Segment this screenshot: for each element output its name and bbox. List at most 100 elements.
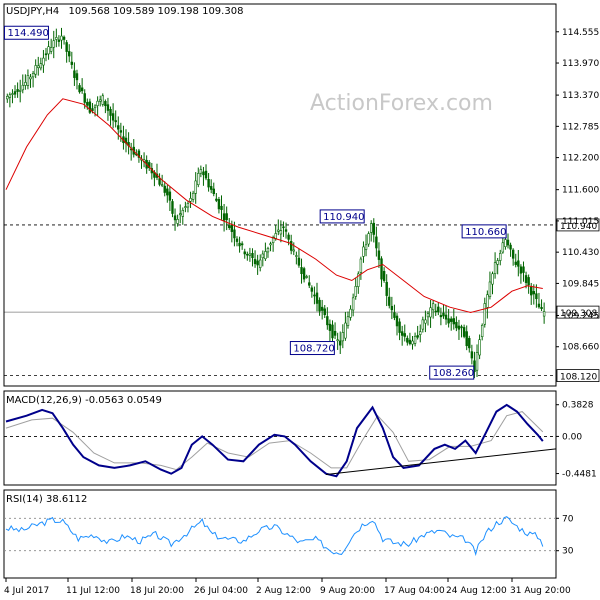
- candle-body: [271, 237, 275, 243]
- header-symbol-text: USDJPY,H4: [6, 6, 59, 17]
- candle-body: [346, 316, 350, 326]
- candle-body: [540, 307, 543, 309]
- candle-body: [233, 229, 236, 239]
- annotation-label: 108.260: [433, 368, 474, 379]
- candle-body: [509, 244, 512, 250]
- candle-body: [73, 70, 76, 78]
- candle-body: [96, 100, 99, 106]
- candle-body: [137, 150, 141, 158]
- candle-body: [488, 281, 492, 297]
- ma-line: [5, 98, 543, 314]
- candle-body: [99, 99, 102, 102]
- candle-body: [181, 210, 184, 217]
- candle-body: [88, 101, 92, 113]
- y-tick-label: 114.555: [562, 28, 599, 38]
- y-tick-label: 112.200: [562, 154, 599, 164]
- candle-body: [465, 331, 468, 347]
- annotation-box: [3, 25, 49, 40]
- candle-body: [439, 315, 443, 318]
- candle-body: [357, 273, 360, 287]
- candle-body: [101, 95, 104, 105]
- candle-body: [326, 316, 329, 326]
- candle-body: [349, 308, 352, 318]
- candle-body: [191, 192, 195, 200]
- macd-trendline: [325, 448, 557, 476]
- candle-body: [486, 294, 489, 308]
- candle-body: [328, 323, 332, 331]
- candle-body: [431, 303, 435, 311]
- candle-body: [388, 296, 391, 306]
- candle-body: [359, 258, 363, 273]
- candle-body: [527, 277, 530, 286]
- candle-body: [34, 65, 37, 75]
- x-tick-label: 11 Jul 12:00: [66, 586, 120, 596]
- macd-y-tick-label: 0.3828: [562, 401, 594, 411]
- candle-body: [24, 82, 27, 86]
- x-tick-label: 18 Jul 20:00: [130, 586, 184, 596]
- candle-body: [372, 222, 375, 235]
- rsi-y-tick-label: 70: [562, 514, 574, 524]
- candle-body: [429, 307, 432, 318]
- y-tick-label: 112.785: [562, 122, 599, 132]
- candle-body: [313, 294, 316, 297]
- candle-body: [158, 178, 161, 185]
- candle-body: [253, 259, 257, 265]
- candle-body: [385, 281, 388, 296]
- candle-body: [522, 266, 525, 273]
- candle-body: [220, 205, 223, 210]
- candle-body: [55, 37, 58, 40]
- candle-body: [380, 258, 383, 280]
- candle-body: [199, 169, 203, 174]
- annotation-label: 110.660: [465, 227, 506, 238]
- candle-body: [274, 233, 277, 239]
- candle-body: [475, 352, 479, 371]
- candle-body: [184, 206, 187, 208]
- candle-body: [173, 215, 177, 221]
- candle-body: [537, 303, 541, 308]
- candle-body: [333, 330, 337, 336]
- macd-y-tick-label: 0.00: [562, 432, 582, 442]
- candle-body: [297, 257, 301, 266]
- candle-body: [21, 84, 24, 91]
- y-tick-label: 111.015: [562, 217, 599, 227]
- header-symbol: USDJPY,H4 109.568 109.589 109.198 109.30…: [6, 6, 243, 17]
- candle-body: [532, 291, 536, 295]
- annotation-box: [289, 341, 335, 356]
- candle-body: [215, 198, 218, 201]
- candle-body: [511, 249, 515, 259]
- annotation-box: [461, 224, 507, 239]
- candle-body: [284, 229, 288, 232]
- candle-body: [524, 275, 528, 283]
- macd-y-tick-label: -0.4481: [562, 470, 597, 480]
- price-tag-box: [556, 369, 600, 382]
- candle-body: [148, 162, 151, 169]
- candle-body: [514, 261, 517, 265]
- candle-body: [442, 312, 445, 317]
- candle-body: [31, 73, 35, 78]
- candle-body: [29, 76, 32, 80]
- candle-body: [504, 239, 507, 247]
- candle-body: [83, 93, 86, 103]
- candle-body: [400, 331, 404, 336]
- candle-body: [289, 241, 293, 251]
- candle-body: [460, 326, 463, 329]
- x-tick-label: 9 Aug 20:00: [320, 586, 375, 596]
- candle-body: [450, 318, 453, 322]
- annotation-label: 110.940: [323, 212, 364, 223]
- y-tick-label: 109.245: [562, 311, 599, 321]
- candle-body: [437, 306, 440, 313]
- candle-body: [166, 188, 169, 196]
- rsi-y-tick-label: 30: [562, 547, 574, 557]
- y-tick-label: 111.600: [562, 186, 599, 196]
- x-tick-label: 2 Aug 12:00: [256, 586, 311, 596]
- y-tick-label: 113.370: [562, 91, 599, 101]
- candle-body: [457, 325, 461, 330]
- candle-body: [377, 250, 381, 260]
- candle-body: [163, 185, 166, 193]
- candle-body: [13, 91, 17, 95]
- candle-body: [26, 75, 30, 86]
- candle-body: [354, 286, 357, 297]
- candle-body: [408, 339, 412, 345]
- price-tag: 108.120: [560, 373, 597, 383]
- candle-body: [468, 338, 471, 349]
